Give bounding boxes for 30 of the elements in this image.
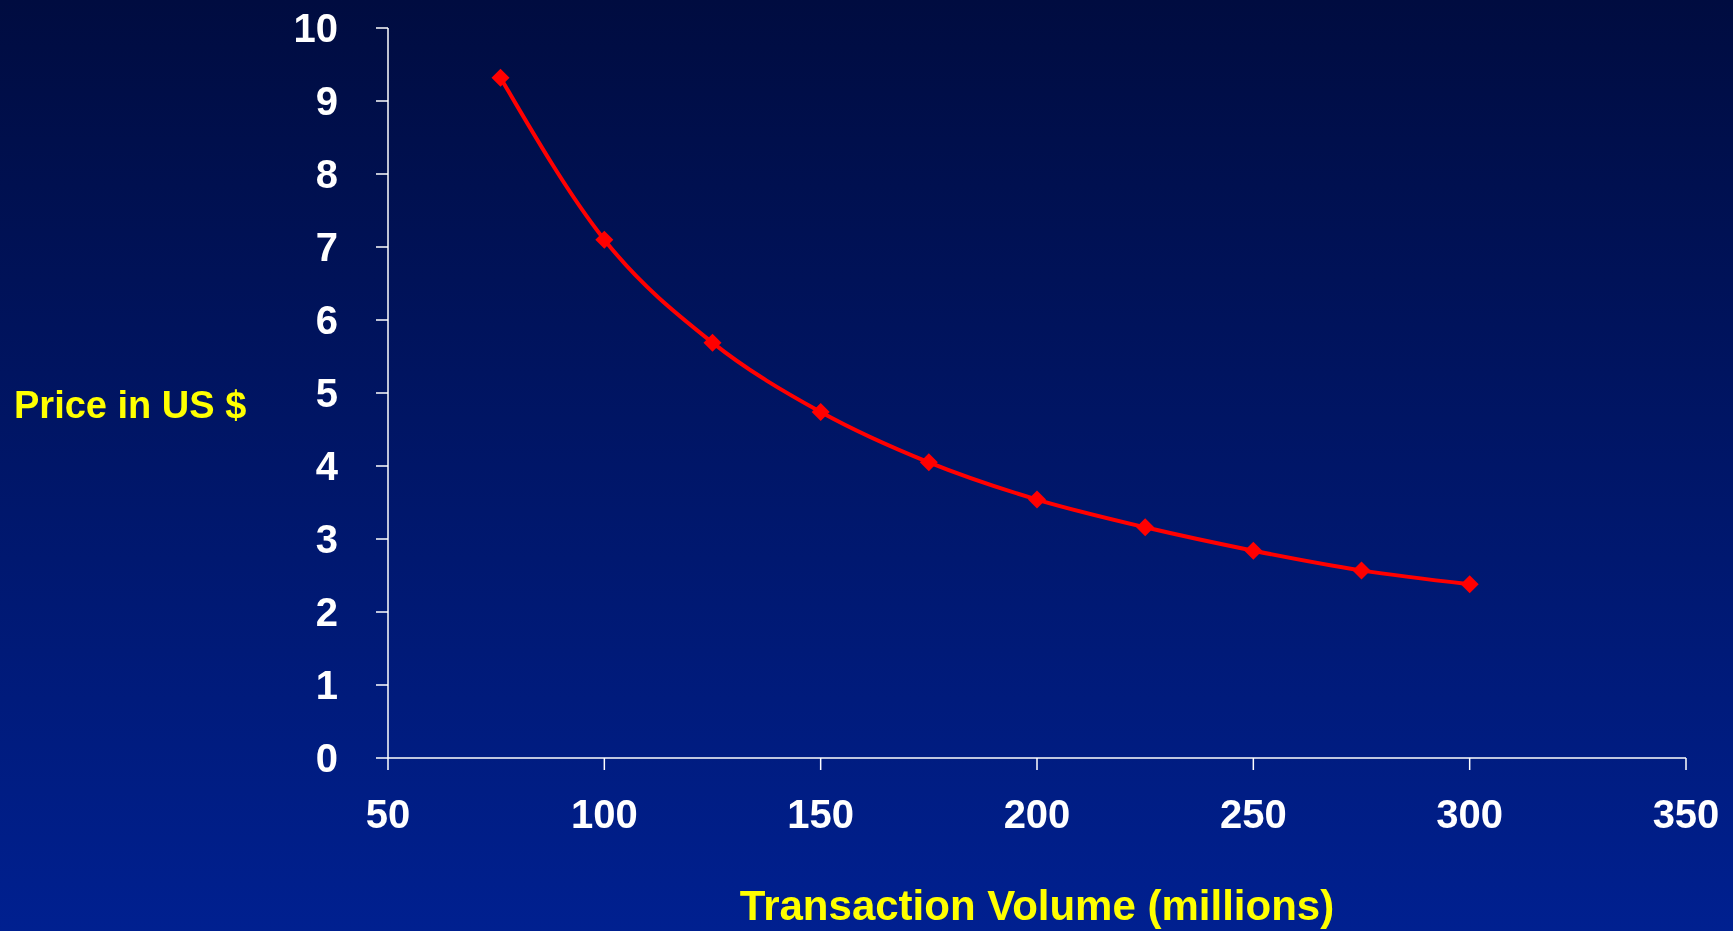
- x-tick-label: 50: [365, 792, 411, 836]
- y-axis-title: Price in US $: [14, 384, 247, 427]
- point: [1244, 541, 1263, 560]
- y-tick-label: 10: [293, 6, 338, 50]
- point: [1460, 575, 1479, 594]
- x-tick-label: 350: [1652, 792, 1720, 836]
- y-tick-label: 5: [315, 371, 338, 415]
- y-tick-label: 3: [315, 517, 338, 561]
- x-tick-label: 100: [570, 792, 638, 836]
- x-tick-label: 300: [1436, 792, 1504, 836]
- point: [595, 230, 614, 249]
- x-axis-title: Transaction Volume (millions): [739, 882, 1335, 929]
- y-tick-label: 2: [315, 590, 338, 634]
- x-tick-label: 200: [1003, 792, 1071, 836]
- y-tick-label: 7: [315, 225, 338, 269]
- point: [1352, 561, 1371, 580]
- x-tick-label: 250: [1219, 792, 1287, 836]
- x-tick-label: 150: [787, 792, 855, 836]
- point: [1136, 518, 1155, 537]
- y-tick-label: 8: [315, 152, 338, 196]
- point: [811, 402, 830, 421]
- y-tick-label: 4: [315, 444, 339, 488]
- y-tick-label: 9: [315, 79, 338, 123]
- y-tick-label: 6: [315, 298, 338, 342]
- y-tick-label: 0: [315, 736, 338, 780]
- y-tick-label: 1: [315, 663, 338, 707]
- point: [703, 333, 722, 352]
- point: [919, 453, 938, 472]
- point: [491, 68, 510, 87]
- point: [1028, 490, 1046, 509]
